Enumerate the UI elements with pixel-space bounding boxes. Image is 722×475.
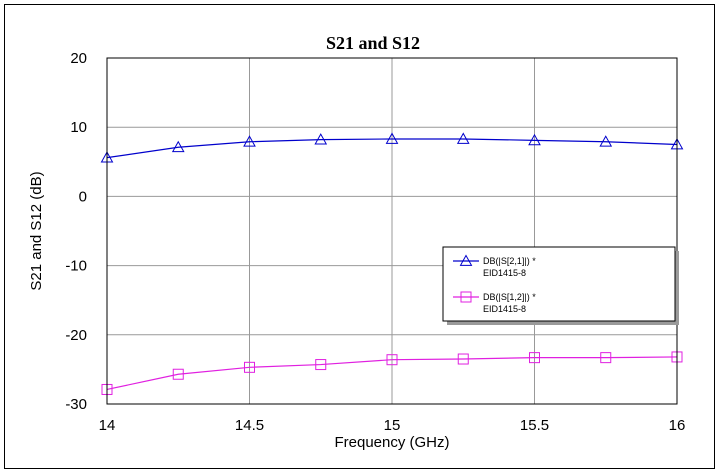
x-tick-label: 15 xyxy=(384,417,401,434)
plot-border xyxy=(106,57,678,405)
x-tick-label: 15.5 xyxy=(520,417,549,434)
y-tick-label: -20 xyxy=(65,327,87,344)
legend-label: DB(|S[2,1]|) * xyxy=(483,256,536,266)
series-1 xyxy=(100,132,684,163)
data-point-square xyxy=(529,352,540,364)
data-point-triangle xyxy=(243,135,256,147)
legend-label: DB(|S[1,2]|) * xyxy=(483,292,536,302)
data-point-triangle xyxy=(456,132,470,144)
tick-labels: 14 14.5 15 15.5 16 -30 -20 -10 0 10 20 xyxy=(65,50,685,434)
series-line xyxy=(106,356,678,391)
data-point-square xyxy=(600,352,612,364)
y-tick-label: -30 xyxy=(65,396,87,413)
data-point-triangle xyxy=(385,132,399,144)
grid xyxy=(107,58,677,404)
data-point-square xyxy=(172,368,184,380)
data-point-square xyxy=(457,353,469,365)
y-tick-label: 20 xyxy=(70,50,87,67)
x-tick-label: 14 xyxy=(99,417,116,434)
data-point-triangle xyxy=(171,140,185,153)
x-tick-label: 16 xyxy=(669,417,686,434)
data-point-square xyxy=(315,359,327,371)
legend-label-sub: EID1415-8 xyxy=(483,268,526,278)
series-line xyxy=(106,138,678,159)
y-tick-label: 10 xyxy=(70,119,87,136)
data-point-triangle xyxy=(314,133,328,145)
legend-item: DB(|S[1,2]|) * EID1415-8 xyxy=(453,291,536,314)
data-point-square xyxy=(460,291,472,303)
series-layer xyxy=(100,132,684,395)
data-point-square xyxy=(244,361,255,373)
y-tick-label: 0 xyxy=(79,188,87,205)
x-tick-label: 14.5 xyxy=(235,417,264,434)
legend-box xyxy=(442,246,676,322)
data-point-triangle xyxy=(528,133,541,146)
chart-frame: S21 and S12 14 14.5 15 15.5 16 -30 -20 -10 0 10 20… xyxy=(4,4,715,469)
legend-label-sub: EID1415-8 xyxy=(483,304,526,314)
y-tick-label: -10 xyxy=(65,258,87,275)
legend: DB(|S[2,1]|) * EID1415-8 DB(|S[1,2]|) * EID… xyxy=(442,246,679,325)
x-axis-label: Frequency (GHz) xyxy=(334,434,449,451)
legend-item: DB(|S[2,1]|) * EID1415-8 xyxy=(453,254,536,278)
legend-items: DB(|S[2,1]|) * EID1415-8 DB(|S[1,2]|) * EID… xyxy=(453,254,536,314)
y-axis-label: S21 and S12 (dB) xyxy=(28,171,45,290)
chart: S21 and S12 14 14.5 15 15.5 16 -30 -20 -10 0 10 20… xyxy=(28,33,685,451)
data-point-square xyxy=(386,354,398,366)
chart-title: S21 and S12 xyxy=(326,33,420,53)
data-point-triangle xyxy=(459,254,473,266)
data-point-triangle xyxy=(599,135,613,147)
